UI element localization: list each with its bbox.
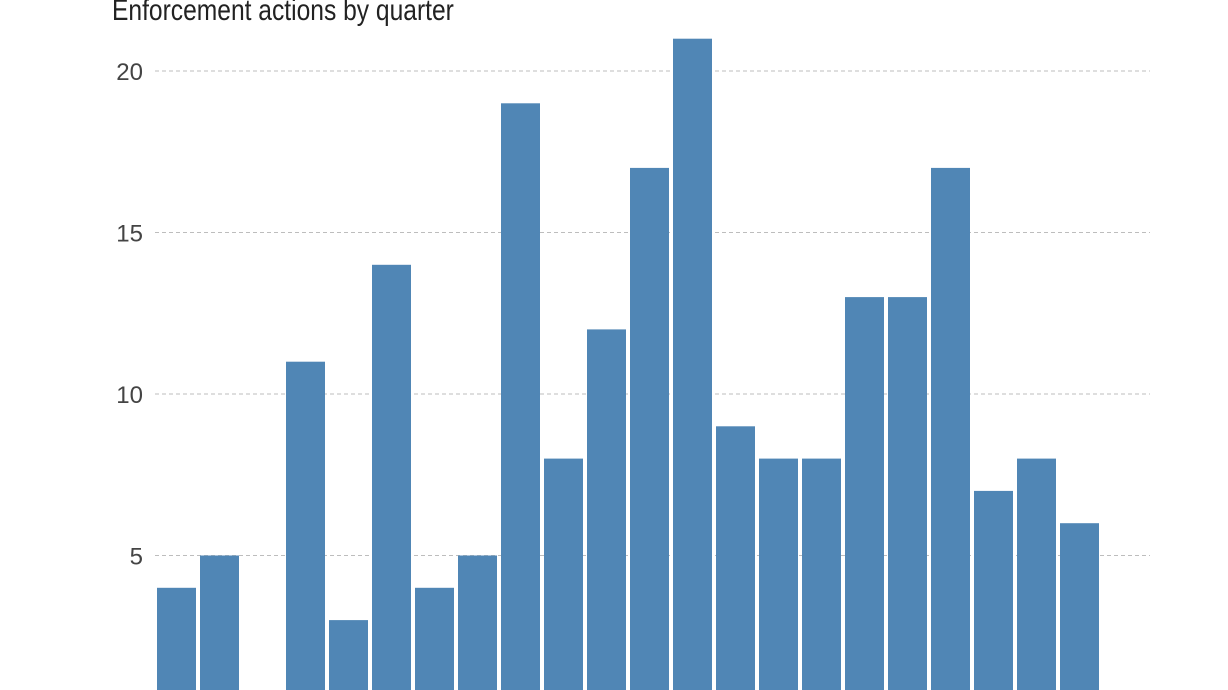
- bar-22: [1060, 523, 1099, 690]
- bar-5: [329, 620, 368, 690]
- y-tick-label: 10: [116, 382, 143, 409]
- bar-16: [802, 458, 841, 690]
- bar-4: [286, 361, 325, 690]
- bar-7: [415, 587, 454, 690]
- bar-19: [931, 167, 970, 690]
- bars: [157, 38, 1099, 690]
- y-tick-label: 15: [116, 221, 143, 248]
- bar-11: [587, 329, 626, 690]
- bar-8: [458, 555, 497, 690]
- bar-20: [974, 490, 1013, 690]
- bar-10: [544, 458, 583, 690]
- bar-9: [501, 103, 540, 690]
- y-axis-ticks: 5 10 15 20: [116, 59, 143, 571]
- bar-6: [372, 264, 411, 690]
- bar-12: [630, 167, 669, 690]
- y-tick-label: 5: [130, 544, 143, 571]
- bar-13: [673, 38, 712, 690]
- bar-18: [888, 297, 927, 690]
- bar-17: [845, 297, 884, 690]
- chart-title: Enforcement actions by quarter: [112, 0, 454, 27]
- bar-15: [759, 458, 798, 690]
- bar-14: [716, 426, 755, 690]
- y-tick-label: 20: [116, 59, 143, 86]
- bar-21: [1017, 458, 1056, 690]
- bar-2: [200, 555, 239, 690]
- bar-1: [157, 587, 196, 690]
